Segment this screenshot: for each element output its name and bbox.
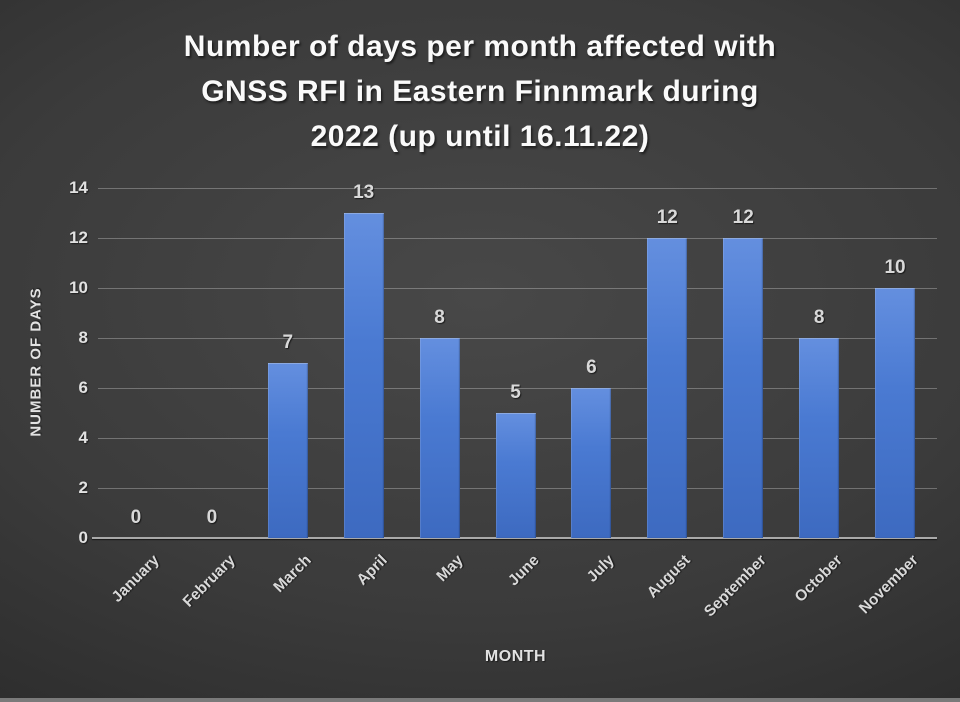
chart-title-line-1: Number of days per month affected with xyxy=(183,30,777,63)
bar-november xyxy=(875,288,916,538)
x-tick-label-june: June xyxy=(504,551,543,590)
bottom-border xyxy=(0,698,960,702)
y-tick-label-4: 4 xyxy=(78,428,88,447)
chart-title-line-2: GNSS RFI in Eastern Finnmark during xyxy=(201,75,759,108)
x-tick-label-april: April xyxy=(353,551,391,589)
x-tick-label-july: July xyxy=(584,551,619,586)
chart-title-line-3: 2022 (up until 16.11.22) xyxy=(310,120,650,153)
bar-march xyxy=(267,363,308,538)
y-tick-label-12: 12 xyxy=(69,228,88,247)
bar-value-label-january: 0 xyxy=(130,507,142,528)
bar-value-label-september: 12 xyxy=(732,207,754,228)
gridline-y8 xyxy=(98,338,937,339)
x-axis-line xyxy=(92,537,937,539)
y-tick-label-0: 0 xyxy=(78,528,88,547)
bar-value-label-february: 0 xyxy=(206,507,218,528)
x-tick-label-november: November xyxy=(856,551,922,618)
x-tick-label-january: January xyxy=(108,551,163,606)
bar-value-label-november: 10 xyxy=(884,257,906,278)
x-tick-label-october: October xyxy=(791,551,846,606)
chart-title: Number of days per month affected with G… xyxy=(0,24,960,159)
bar-value-label-april: 13 xyxy=(353,182,375,203)
x-tick-label-september: September xyxy=(701,551,770,621)
bar-june xyxy=(495,413,536,538)
y-tick-label-14: 14 xyxy=(69,178,88,197)
bar-value-label-may: 8 xyxy=(434,307,445,328)
bar-august xyxy=(647,238,688,538)
bar-value-label-june: 5 xyxy=(510,382,521,403)
gridline-y14 xyxy=(98,188,937,189)
bar-april xyxy=(343,213,384,538)
bar-july xyxy=(571,388,612,538)
y-axis-title: NUMBER OF DAYS xyxy=(27,287,45,437)
bar-may xyxy=(419,338,460,538)
bar-october xyxy=(799,338,840,538)
gridline-y12 xyxy=(98,238,937,239)
x-tick-label-february: February xyxy=(179,551,239,611)
bar-value-label-march: 7 xyxy=(282,332,294,353)
bar-september xyxy=(723,238,764,538)
y-tick-label-10: 10 xyxy=(69,278,88,297)
bar-value-label-july: 6 xyxy=(586,357,597,378)
gridline-y10 xyxy=(98,288,937,289)
y-tick-label-6: 6 xyxy=(78,378,88,397)
y-tick-label-8: 8 xyxy=(78,328,88,347)
y-tick-label-2: 2 xyxy=(78,478,88,497)
x-tick-label-march: March xyxy=(270,551,315,597)
x-tick-label-may: May xyxy=(432,551,467,586)
x-axis-title: MONTH xyxy=(484,648,547,665)
bar-value-label-august: 12 xyxy=(656,207,678,228)
bar-value-label-october: 8 xyxy=(813,307,825,328)
gridline-y6 xyxy=(98,388,937,389)
x-tick-label-august: August xyxy=(644,551,695,602)
